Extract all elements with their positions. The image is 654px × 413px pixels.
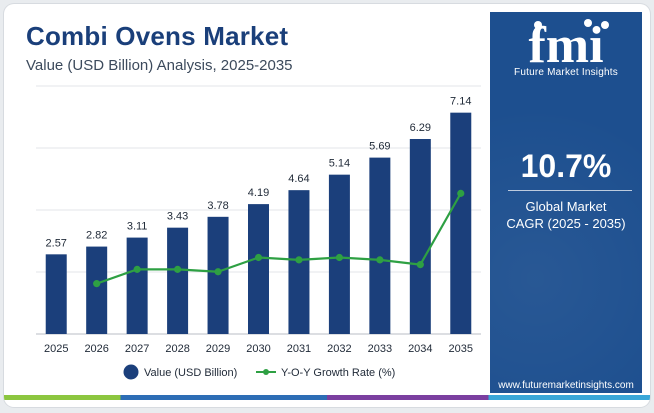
chart-title: Combi Ovens Market (26, 21, 289, 51)
data-label: 6.29 (410, 122, 431, 134)
x-tick-label: 2025 (44, 343, 68, 355)
bar (409, 139, 431, 334)
cagr-value: 10.7% (520, 148, 612, 184)
bar (207, 216, 229, 334)
growth-point (214, 268, 222, 276)
growth-point (457, 189, 465, 197)
data-label: 2.82 (86, 230, 107, 242)
growth-point (133, 265, 141, 273)
logo-caption: Future Market Insights (514, 67, 618, 78)
x-tick-label: 2027 (125, 343, 149, 355)
fmi-logo: fmi (490, 14, 642, 74)
legend-line-label: Y-O-Y Growth Rate (%) (281, 367, 395, 379)
data-label: 7.14 (450, 96, 471, 108)
x-tick-label: 2034 (408, 343, 432, 355)
legend-line-marker (263, 369, 269, 375)
growth-line (96, 192, 462, 285)
x-tick-label: 2033 (368, 343, 392, 355)
x-tick-label: 2032 (327, 343, 351, 355)
growth-point (254, 253, 263, 262)
growth-point (295, 256, 303, 264)
data-label: 5.69 (369, 141, 390, 153)
chart-subtitle: Value (USD Billion) Analysis, 2025-2035 (26, 57, 293, 74)
bar (167, 227, 189, 334)
infographic-card: Combi Ovens Market Value (USD Billion) A… (4, 4, 650, 407)
cagr-divider (508, 190, 632, 191)
bar-line-chart: 2.57 2025 2.82 2026 3.11 2027 3.43 2028 3.78 2029… (36, 85, 481, 380)
bar (86, 246, 108, 334)
data-label: 4.19 (248, 187, 269, 199)
x-tick-label: 2028 (165, 343, 189, 355)
cagr-label-line2: CAGR (2025 - 2035) (506, 216, 626, 231)
data-label: 3.43 (167, 211, 188, 223)
footer-color-bar (4, 395, 650, 400)
bar (369, 157, 391, 334)
data-label: 2.57 (46, 237, 67, 249)
data-label: 3.11 (127, 221, 148, 233)
data-label: 4.64 (288, 173, 309, 185)
logo-dot-icon (534, 21, 542, 29)
x-tick-label: 2030 (246, 343, 270, 355)
bar (45, 254, 67, 334)
cagr-label: Global Market CAGR (2025 - 2035) (490, 198, 642, 232)
x-tick-label: 2031 (287, 343, 311, 355)
data-label: 5.14 (329, 158, 350, 170)
logo-dot-icon (584, 19, 592, 27)
x-tick-label: 2035 (449, 343, 473, 355)
growth-point (93, 280, 101, 288)
bar (450, 112, 472, 334)
bar (126, 237, 148, 334)
website-link[interactable]: www.futuremarketinsights.com (498, 380, 634, 391)
fmi-logo-icon: fmi (528, 17, 609, 74)
data-label: 3.78 (207, 200, 228, 212)
growth-point (416, 261, 424, 269)
sidebar-panel: fmi Future Market Insights 10.7% Global … (490, 12, 642, 393)
logo-dot-icon (601, 21, 609, 29)
cagr-label-line1: Global Market (525, 199, 607, 214)
growth-point (376, 256, 384, 264)
growth-point (173, 265, 182, 273)
x-tick-label: 2026 (84, 343, 108, 355)
legend-bar-label: Value (USD Billion) (144, 367, 237, 379)
growth-point (335, 253, 344, 262)
legend-bar-swatch (123, 364, 139, 380)
bar (248, 204, 269, 334)
x-tick-label: 2029 (206, 343, 230, 355)
